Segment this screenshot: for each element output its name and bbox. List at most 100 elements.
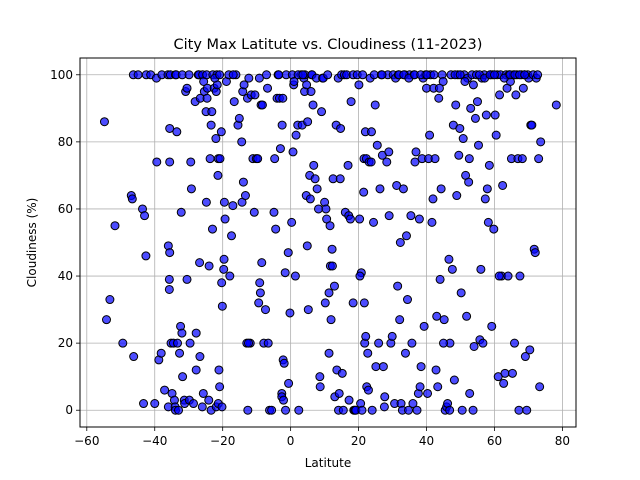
data-point <box>482 184 492 194</box>
data-point <box>262 70 272 80</box>
y-tick-label: 60 <box>58 202 73 216</box>
data-point <box>101 315 111 325</box>
data-point <box>384 147 394 157</box>
data-point <box>449 375 459 385</box>
data-point <box>456 288 466 298</box>
data-point <box>363 348 373 358</box>
data-point <box>460 76 470 86</box>
chart-title: City Max Latitute vs. Cloudiness (11-202… <box>174 37 483 53</box>
data-point <box>334 388 344 398</box>
data-point <box>481 110 491 120</box>
data-point <box>498 180 508 190</box>
data-point <box>220 214 230 224</box>
data-point <box>198 388 208 398</box>
data-point <box>219 197 229 207</box>
x-axis-label: Latitute <box>305 456 351 470</box>
data-point <box>419 321 429 331</box>
data-point <box>494 271 504 281</box>
data-point <box>283 248 293 258</box>
data-point <box>359 187 369 197</box>
data-point <box>244 73 254 83</box>
data-point <box>249 207 259 217</box>
data-point <box>447 264 457 274</box>
data-point <box>429 70 439 80</box>
data-point <box>536 137 546 147</box>
data-point <box>517 154 527 164</box>
data-point <box>355 214 365 224</box>
data-point <box>464 154 474 164</box>
data-point <box>150 399 160 409</box>
data-point <box>206 120 216 130</box>
data-point <box>345 214 355 224</box>
data-point <box>303 117 313 127</box>
data-point <box>380 392 390 402</box>
data-point <box>269 207 279 217</box>
data-point <box>465 388 475 398</box>
data-point <box>140 211 150 221</box>
data-point <box>489 70 499 80</box>
data-point <box>205 154 215 164</box>
x-axis-ticks: −60 −40 −20 0 20 40 60 80 <box>74 427 570 448</box>
data-point <box>336 123 346 133</box>
data-point <box>436 184 446 194</box>
data-point <box>367 405 377 415</box>
y-tick-label: 40 <box>58 269 73 283</box>
data-point <box>455 123 465 133</box>
data-point <box>195 352 205 362</box>
data-point <box>363 385 373 395</box>
data-point <box>370 100 380 110</box>
data-point <box>287 217 297 227</box>
data-point <box>534 154 544 164</box>
data-point <box>201 197 211 207</box>
data-point <box>478 338 488 348</box>
data-point <box>281 405 291 415</box>
data-point <box>359 298 369 308</box>
data-point <box>313 204 323 214</box>
data-point <box>289 76 299 86</box>
data-point <box>344 395 354 405</box>
data-point <box>204 261 214 271</box>
data-point <box>254 298 264 308</box>
data-point <box>186 184 196 194</box>
data-point <box>186 157 196 167</box>
data-point <box>433 382 443 392</box>
data-point <box>416 362 426 372</box>
data-point <box>274 70 284 80</box>
data-point <box>434 83 444 93</box>
data-point <box>277 120 287 130</box>
x-tick-label: −60 <box>74 434 99 448</box>
data-point <box>217 301 227 311</box>
data-point <box>468 80 478 90</box>
data-point <box>260 305 270 315</box>
y-axis-label: Cloudiness (%) <box>25 198 39 288</box>
data-point <box>469 341 479 351</box>
data-point <box>411 147 421 157</box>
data-point <box>414 214 424 224</box>
data-point <box>288 147 298 157</box>
data-point <box>195 258 205 268</box>
data-point <box>377 70 387 80</box>
data-point <box>514 405 524 415</box>
data-point <box>202 93 212 103</box>
x-tick-label: 40 <box>419 434 434 448</box>
data-point <box>321 204 331 214</box>
data-point <box>369 217 379 227</box>
data-point <box>217 402 227 412</box>
data-point <box>263 338 273 348</box>
data-point <box>219 254 229 264</box>
data-point <box>263 83 273 93</box>
data-point <box>216 127 226 137</box>
data-point <box>470 113 480 123</box>
data-point <box>374 338 384 348</box>
data-point <box>408 399 418 409</box>
data-point <box>164 284 174 294</box>
data-point <box>375 184 385 194</box>
data-point <box>164 274 174 284</box>
data-point <box>551 100 561 110</box>
data-point <box>320 298 330 308</box>
data-point <box>172 127 182 137</box>
data-point <box>315 372 325 382</box>
data-point <box>182 83 192 93</box>
data-point <box>215 70 225 80</box>
